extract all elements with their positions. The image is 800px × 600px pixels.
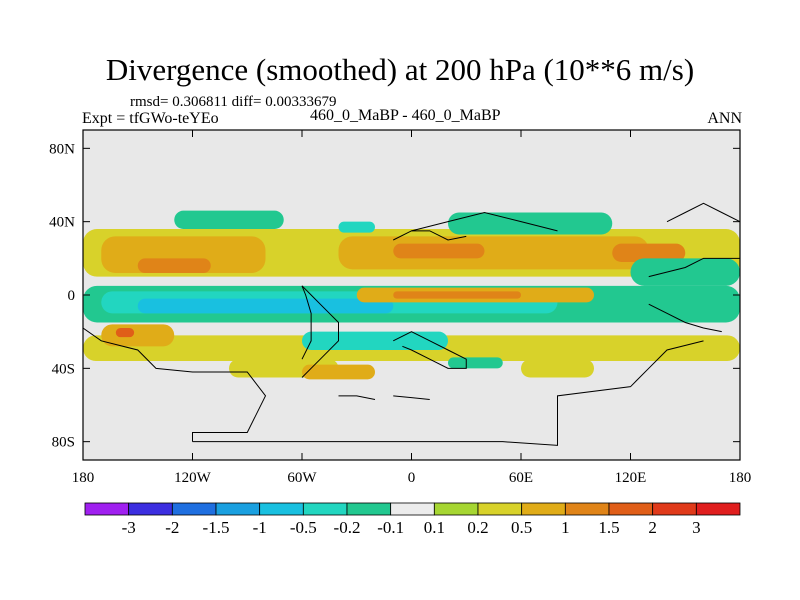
colorbar-swatch [564,502,610,516]
colorbar-swatch [171,502,217,516]
x-tick-label: 120W [174,470,212,486]
season-label: ANN [707,110,742,127]
coastline [393,331,467,369]
x-tick-label: 0 [408,470,416,486]
divergence-region [302,331,448,350]
coastline [411,211,558,232]
stats-label: rmsd= 0.306811 diff= 0.00333679 [130,94,337,110]
colorbar-swatch [128,502,173,516]
colorbar-swatch [302,502,348,516]
experiment-label: Expt = tfGWo-teYEo [82,110,219,127]
divergence-region [393,291,521,299]
colorbar-swatch [215,502,261,516]
colorbar-swatch [346,502,392,516]
x-tick-label: 60E [509,470,533,486]
colorbar-swatch [521,502,566,516]
case-label: 460_0_MaBP - 460_0_MaBP [310,107,501,124]
colorbar-swatch [695,502,741,516]
divergence-region [521,359,594,378]
colorbar-swatch [259,502,304,516]
colorbar-swatch [652,502,697,516]
coastline [393,395,430,400]
divergence-region [338,236,649,270]
divergence-region [338,221,375,233]
divergence-region [115,328,135,338]
colorbar-swatch [608,502,654,516]
y-tick-label: 80N [49,141,75,157]
colorbar-label: -0.1 [377,518,404,537]
coastline [648,303,722,333]
colorbar-label: 2 [648,518,657,537]
coastline [338,395,376,400]
colorbar-label: -0.5 [290,518,317,537]
colorbar-label: 1 [561,518,570,537]
coastline [393,230,467,241]
colorbar-label: 3 [692,518,701,537]
colorbar-label: -0.2 [334,518,361,537]
y-tick-label: 0 [68,288,76,304]
coastline [192,340,704,446]
colorbar-label: 0.1 [424,518,445,537]
coastline [666,202,740,223]
chart-title: Divergence (smoothed) at 200 hPa (10**6 … [105,52,695,87]
colorbar-label: 0.2 [467,518,488,537]
x-tick-label: 180 [72,470,95,486]
colorbar-swatch [433,502,479,516]
y-tick-label: 40N [49,215,75,231]
divergence-region [630,258,740,286]
coastline [83,327,267,442]
coastline [301,285,312,360]
divergence-region [393,243,485,259]
coastline [301,285,339,378]
colorbar-label: -1.5 [203,518,230,537]
colorbar-label: 0.5 [511,518,532,537]
x-tick-label: 120E [615,470,647,486]
divergence-region [612,243,686,262]
colorbar-label: -2 [165,518,179,537]
divergence-region [302,364,375,380]
divergence-region [101,324,175,347]
colorbar-label: 1.5 [598,518,619,537]
x-tick-label: 180 [729,470,752,486]
divergence-region [137,298,394,314]
y-tick-label: 40S [52,361,75,377]
coastline [648,257,740,278]
colorbar-swatch [477,502,523,516]
divergence-region [448,357,503,369]
colorbar-swatch [84,502,130,516]
divergence-region [174,210,284,229]
divergence-region [137,258,211,273]
colorbar-swatch [390,502,435,516]
colorbar-label: -1 [253,518,267,537]
x-tick-label: 60W [287,470,317,486]
y-tick-label: 80S [52,435,75,451]
colorbar-label: -3 [122,518,136,537]
